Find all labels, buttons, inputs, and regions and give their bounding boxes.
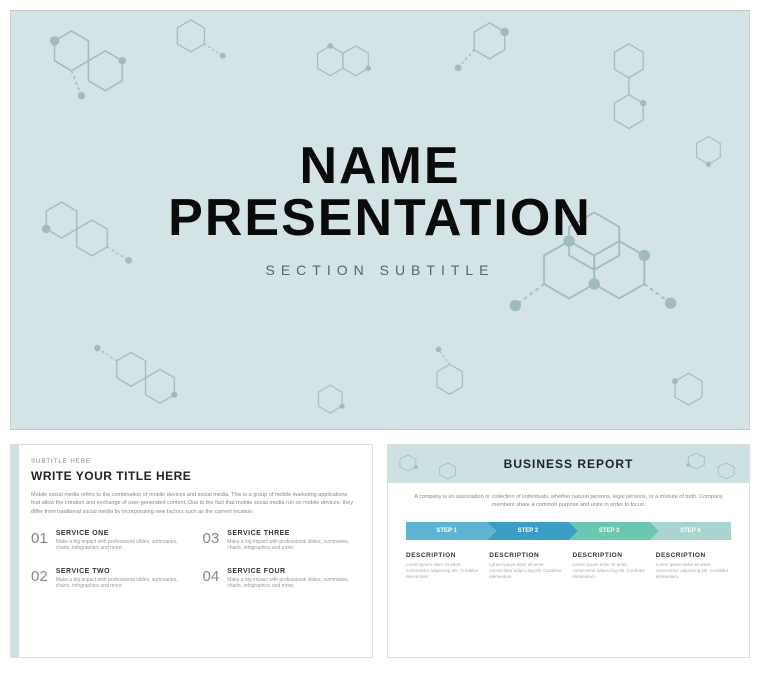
step-arrow: STEP 4 xyxy=(650,522,731,540)
banner-header: BUSINESS REPORT xyxy=(388,445,749,483)
step-label: STEP 4 xyxy=(680,528,701,534)
thumbnail-row: SUBTITLE HERE WRITE YOUR TITLE HERE Mobi… xyxy=(10,444,750,658)
description-title: DESCRIPTION xyxy=(573,552,648,559)
service-item: 01 SERVICE ONE Make a big impact with pr… xyxy=(31,530,183,552)
step-label: STEP 2 xyxy=(518,528,539,534)
service-number: 03 xyxy=(203,530,220,552)
description-body: Lorem ipsum dolor sit amet, consectetur … xyxy=(406,562,481,581)
content-slide-thumbnail: SUBTITLE HERE WRITE YOUR TITLE HERE Mobi… xyxy=(10,444,373,658)
description-body: Lorem ipsum dolor sit amet, consectetur … xyxy=(573,562,648,581)
slide-title: WRITE YOUR TITLE HERE xyxy=(31,469,354,483)
step-arrow: STEP 2 xyxy=(487,522,568,540)
services-grid: 01 SERVICE ONE Make a big impact with pr… xyxy=(31,530,354,590)
service-description: Make a big impact with professional slid… xyxy=(227,539,354,552)
description-title: DESCRIPTION xyxy=(489,552,564,559)
presentation-subtitle: SECTION SUBTITLE xyxy=(11,262,749,278)
description-title: DESCRIPTION xyxy=(656,552,731,559)
service-number: 01 xyxy=(31,530,48,552)
description-column: DESCRIPTION Lorem ipsum dolor sit amet, … xyxy=(406,552,481,581)
business-report-slide-thumbnail: BUSINESS REPORT A company is an associat… xyxy=(387,444,750,658)
side-accent-strip xyxy=(11,445,19,657)
description-column: DESCRIPTION Lorem ipsum dolor sit amet, … xyxy=(573,552,648,581)
service-description: Make a big impact with professional slid… xyxy=(56,577,183,590)
description-title: DESCRIPTION xyxy=(406,552,481,559)
description-columns: DESCRIPTION Lorem ipsum dolor sit amet, … xyxy=(406,552,731,581)
description-body: Lorem ipsum dolor sit amet, consectetur … xyxy=(489,562,564,581)
presentation-title-line2: PRESENTATION xyxy=(11,192,749,244)
service-description: Make a big impact with professional slid… xyxy=(227,577,354,590)
step-label: STEP 1 xyxy=(436,528,457,534)
service-item: 02 SERVICE TWO Make a big impact with pr… xyxy=(31,568,183,590)
slide-body-text: Mobile social media refers to the combin… xyxy=(31,491,354,516)
presentation-title-line1: NAME xyxy=(11,140,749,192)
intro-text: A company is an association or collectio… xyxy=(406,493,731,510)
step-label: STEP 3 xyxy=(599,528,620,534)
service-title: SERVICE FOUR xyxy=(227,568,354,575)
step-arrow: STEP 1 xyxy=(406,522,487,540)
description-column: DESCRIPTION Lorem ipsum dolor sit amet, … xyxy=(656,552,731,581)
step-arrow: STEP 3 xyxy=(569,522,650,540)
service-item: 04 SERVICE FOUR Make a big impact with p… xyxy=(203,568,355,590)
banner-molecule-decor xyxy=(388,445,749,483)
service-title: SERVICE TWO xyxy=(56,568,183,575)
service-number: 02 xyxy=(31,568,48,590)
description-column: DESCRIPTION Lorem ipsum dolor sit amet, … xyxy=(489,552,564,581)
title-slide: NAME PRESENTATION SECTION SUBTITLE xyxy=(10,10,750,430)
description-body: Lorem ipsum dolor sit amet, consectetur … xyxy=(656,562,731,581)
service-title: SERVICE THREE xyxy=(227,530,354,537)
service-description: Make a big impact with professional slid… xyxy=(56,539,183,552)
service-item: 03 SERVICE THREE Make a big impact with … xyxy=(203,530,355,552)
process-steps: STEP 1 STEP 2 STEP 3 STEP 4 xyxy=(406,522,731,540)
service-number: 04 xyxy=(203,568,220,590)
slide-subtitle: SUBTITLE HERE xyxy=(31,459,354,465)
service-title: SERVICE ONE xyxy=(56,530,183,537)
